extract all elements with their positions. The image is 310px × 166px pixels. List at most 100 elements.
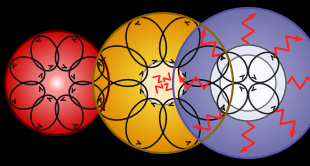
Circle shape xyxy=(215,50,281,116)
Circle shape xyxy=(50,76,64,90)
Circle shape xyxy=(152,72,174,94)
Circle shape xyxy=(110,30,216,136)
Circle shape xyxy=(37,63,77,103)
Circle shape xyxy=(161,81,165,85)
Circle shape xyxy=(22,48,92,118)
Circle shape xyxy=(16,42,98,124)
Circle shape xyxy=(30,56,84,110)
Circle shape xyxy=(106,26,220,140)
Circle shape xyxy=(36,62,78,104)
Circle shape xyxy=(240,75,256,91)
Circle shape xyxy=(124,44,202,122)
Circle shape xyxy=(156,76,170,90)
Circle shape xyxy=(112,32,214,134)
Circle shape xyxy=(96,16,230,150)
Circle shape xyxy=(214,49,282,117)
Circle shape xyxy=(29,55,85,111)
Circle shape xyxy=(135,55,191,111)
Circle shape xyxy=(237,73,259,93)
Circle shape xyxy=(5,31,109,135)
Circle shape xyxy=(32,58,82,108)
Circle shape xyxy=(224,59,272,107)
Circle shape xyxy=(122,42,204,124)
Circle shape xyxy=(236,71,260,95)
Circle shape xyxy=(196,31,300,135)
Circle shape xyxy=(132,52,194,114)
Circle shape xyxy=(17,43,97,123)
Circle shape xyxy=(36,62,78,104)
Circle shape xyxy=(46,72,69,94)
Circle shape xyxy=(39,65,75,101)
Circle shape xyxy=(39,65,75,101)
Circle shape xyxy=(113,33,213,133)
Circle shape xyxy=(34,60,80,106)
Circle shape xyxy=(51,78,63,88)
Circle shape xyxy=(189,25,307,141)
Circle shape xyxy=(140,60,186,106)
Circle shape xyxy=(247,82,249,84)
Circle shape xyxy=(175,9,310,157)
Circle shape xyxy=(19,45,95,121)
Circle shape xyxy=(147,67,179,99)
Circle shape xyxy=(117,37,209,129)
Circle shape xyxy=(202,38,294,128)
Circle shape xyxy=(7,33,107,133)
Circle shape xyxy=(215,49,281,117)
Circle shape xyxy=(211,46,285,120)
Circle shape xyxy=(220,55,276,111)
Circle shape xyxy=(32,58,82,108)
Circle shape xyxy=(48,74,66,92)
Circle shape xyxy=(18,44,96,122)
Circle shape xyxy=(30,56,84,110)
Circle shape xyxy=(187,22,309,144)
Circle shape xyxy=(157,77,169,89)
Circle shape xyxy=(45,71,69,95)
Circle shape xyxy=(47,73,67,93)
Circle shape xyxy=(112,32,214,134)
Circle shape xyxy=(137,57,189,109)
Circle shape xyxy=(180,15,310,151)
Circle shape xyxy=(22,48,92,118)
Circle shape xyxy=(133,53,193,113)
Circle shape xyxy=(10,36,104,130)
Circle shape xyxy=(51,77,63,89)
Circle shape xyxy=(238,73,258,93)
Circle shape xyxy=(184,18,310,148)
Circle shape xyxy=(14,40,100,126)
Circle shape xyxy=(162,82,164,84)
Circle shape xyxy=(15,41,99,125)
Circle shape xyxy=(246,81,250,85)
Circle shape xyxy=(136,56,190,110)
Circle shape xyxy=(148,68,178,98)
Circle shape xyxy=(48,74,66,92)
Circle shape xyxy=(156,76,171,90)
Circle shape xyxy=(50,76,64,90)
Circle shape xyxy=(49,75,65,91)
Circle shape xyxy=(48,75,65,91)
Circle shape xyxy=(33,59,81,107)
Circle shape xyxy=(206,42,290,124)
Circle shape xyxy=(150,70,176,96)
Circle shape xyxy=(56,82,58,84)
Circle shape xyxy=(20,45,95,121)
Circle shape xyxy=(214,48,282,118)
Circle shape xyxy=(220,55,276,111)
Circle shape xyxy=(105,25,221,141)
Circle shape xyxy=(6,32,108,134)
Circle shape xyxy=(50,76,64,90)
Circle shape xyxy=(24,50,90,116)
Circle shape xyxy=(99,19,227,147)
Circle shape xyxy=(49,75,65,91)
Circle shape xyxy=(35,61,79,105)
Circle shape xyxy=(121,41,206,125)
Circle shape xyxy=(209,43,287,123)
Circle shape xyxy=(188,23,308,143)
Circle shape xyxy=(16,42,98,124)
Circle shape xyxy=(135,55,191,111)
Circle shape xyxy=(96,16,230,150)
Circle shape xyxy=(205,40,291,126)
Circle shape xyxy=(178,12,310,154)
Circle shape xyxy=(31,57,83,109)
Circle shape xyxy=(124,44,202,122)
Circle shape xyxy=(55,81,60,85)
